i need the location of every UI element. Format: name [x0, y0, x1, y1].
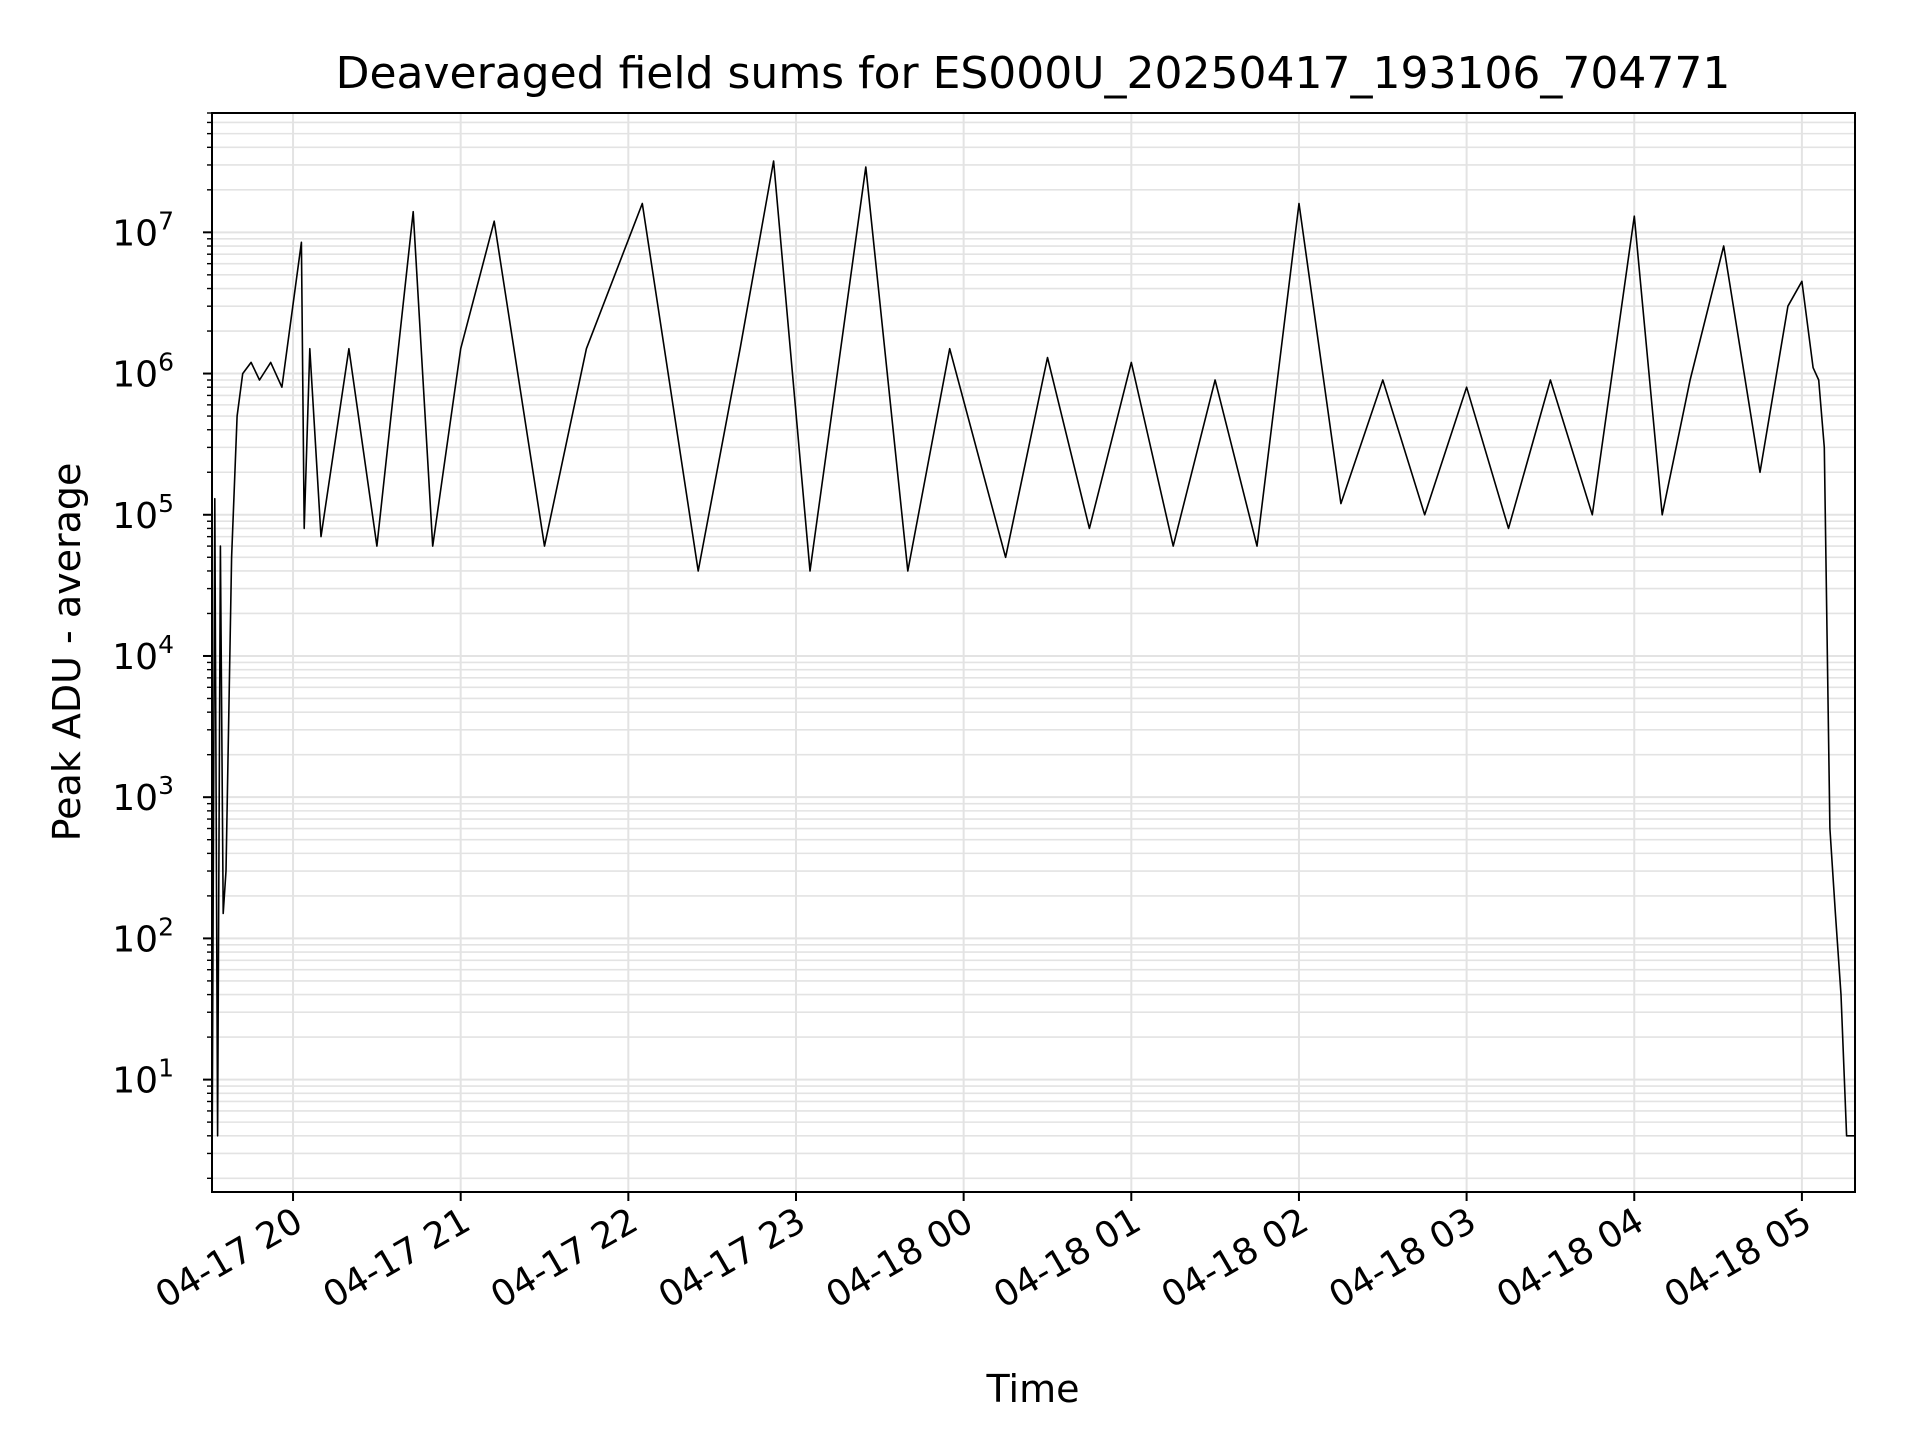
- series-line: [211, 160, 1855, 1193]
- plot-line-layer: [211, 160, 1855, 1193]
- x-axis-label: Time: [986, 1367, 1080, 1411]
- y-tick-label: 106: [112, 348, 174, 396]
- y-tick-label: 102: [112, 912, 174, 960]
- grid: [212, 112, 1855, 1192]
- y-tick-label: 103: [112, 771, 174, 819]
- y-axis-label: Peak ADU - average: [45, 463, 89, 842]
- y-tick-label: 105: [112, 489, 174, 537]
- chart-title: Deaveraged field sums for ES000U_2025041…: [336, 48, 1731, 99]
- y-tick-label: 104: [112, 630, 174, 678]
- plot-frame: [211, 112, 1856, 1193]
- y-tick-label: 107: [112, 206, 174, 254]
- y-tick-label: 101: [112, 1054, 174, 1102]
